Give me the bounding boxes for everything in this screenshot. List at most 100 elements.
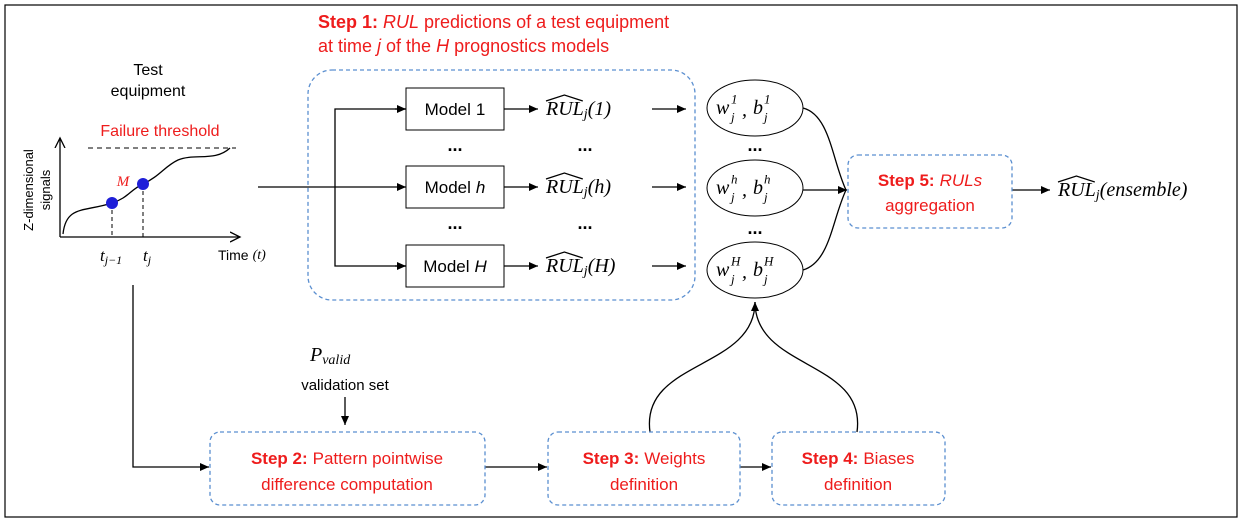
- hat: [545, 251, 583, 259]
- step-title-part: Weights: [644, 449, 705, 468]
- x-label-part: (t): [253, 248, 267, 263]
- hat: [1057, 175, 1096, 183]
- time-tick-part: t: [100, 246, 106, 265]
- step-title-part: difference computation: [261, 475, 433, 494]
- step1-title-part: at time: [318, 36, 372, 56]
- equipment-title-part: equipment: [111, 83, 186, 100]
- step-box: [547, 431, 741, 506]
- weight-node: [706, 79, 804, 137]
- bias-sup: 1: [764, 92, 771, 107]
- step5-box: [847, 154, 1013, 229]
- model-name-part: 1: [476, 100, 485, 119]
- rul-output: RUL: [545, 255, 584, 277]
- rul-output-rest-part: (h): [588, 176, 612, 198]
- weight-sep: ,: [742, 261, 747, 283]
- x-label-part: Time: [218, 247, 249, 263]
- bias: b: [753, 177, 763, 199]
- weight-sub: j: [729, 272, 735, 287]
- threshold-label: Failure threshold: [100, 123, 219, 140]
- step-title-part: definition: [824, 475, 892, 494]
- hat: [545, 94, 583, 102]
- rul-ensemble-rest-part: j: [1094, 188, 1100, 203]
- model-name: Model h: [425, 178, 486, 197]
- model-box: [405, 244, 505, 288]
- step-box: [209, 431, 486, 506]
- y-label-part: signals: [38, 169, 53, 210]
- rul-output-rest-part: (1): [588, 98, 612, 120]
- step5-title: aggregation: [885, 196, 975, 215]
- ellipsis: ...: [747, 135, 762, 155]
- time-tick: tj−1: [100, 246, 122, 268]
- step1-title-part: RUL: [383, 12, 419, 32]
- rul-output: RUL: [545, 176, 584, 198]
- rul-output-rest: j(1): [582, 98, 612, 122]
- model-box: [405, 165, 505, 209]
- bias-sup: h: [764, 172, 771, 187]
- model-name-part: h: [476, 178, 485, 197]
- model-name: Model 1: [425, 100, 486, 119]
- step-box: [771, 431, 946, 506]
- validation-symbol: Pvalid: [309, 344, 351, 368]
- rul-ensemble-rest-part: (ensemble): [1100, 179, 1188, 201]
- step-title-part: Step 3:: [583, 449, 640, 468]
- step1-title-part: predictions of a test equipment: [424, 12, 669, 32]
- time-tick-part: t: [143, 246, 149, 265]
- step-title-part: definition: [610, 475, 678, 494]
- ellipsis: ...: [577, 213, 592, 233]
- model-name-part: Model: [425, 100, 471, 119]
- rul-output: RUL: [545, 98, 584, 120]
- weight-node: [706, 241, 804, 299]
- step-title: Step 3: Weights: [583, 449, 706, 468]
- step1-title-part: j: [374, 36, 382, 56]
- step-title-part: Pattern pointwise: [313, 449, 443, 468]
- time-tick: tj: [143, 246, 152, 268]
- equipment-title-part: Test: [133, 62, 163, 79]
- threshold-label-part: Failure threshold: [100, 123, 219, 140]
- point-label-part: M: [116, 174, 131, 190]
- validation-symbol-part: valid: [322, 353, 351, 368]
- ellipsis: ...: [577, 135, 592, 155]
- x-label: Time (t): [218, 247, 266, 263]
- weight-sup: 1: [731, 92, 738, 107]
- rul-ensemble: RUL: [1057, 179, 1096, 201]
- rul-output-rest: j(h): [582, 176, 612, 200]
- step-title: difference computation: [261, 475, 433, 494]
- step-title: Step 2: Pattern pointwise: [251, 449, 443, 468]
- rul-output-rest-part: j: [582, 185, 588, 200]
- ellipsis: ...: [447, 213, 462, 233]
- bias: b: [753, 259, 763, 281]
- weight-node: [706, 159, 804, 217]
- validation-label-part: validation set: [301, 377, 389, 394]
- step-title: definition: [610, 475, 678, 494]
- step1-box: [307, 69, 696, 301]
- signal-chart: [60, 138, 240, 237]
- bias: b: [753, 97, 763, 119]
- ellipsis: ...: [747, 218, 762, 238]
- step5-title-part: aggregation: [885, 196, 975, 215]
- time-tick-part: j−1: [103, 253, 122, 267]
- step5-title: Step 5: RULs: [878, 171, 983, 190]
- y-label-part: Z-dimensional: [21, 149, 36, 231]
- weight-sup: h: [731, 172, 738, 187]
- rul-output-rest-part: j: [582, 107, 588, 122]
- step1-title-part: prognostics models: [454, 36, 609, 56]
- step1-title-part: Step 1:: [318, 12, 378, 32]
- rul-output-rest: j(H): [582, 255, 616, 279]
- point: [106, 197, 118, 209]
- equipment-title: Test: [133, 62, 163, 79]
- step-title-part: Step 2:: [251, 449, 308, 468]
- weight: w: [716, 97, 730, 119]
- ellipsis: ...: [447, 135, 462, 155]
- signal-curve: [62, 147, 231, 235]
- point: [137, 178, 149, 190]
- validation-symbol-part: P: [309, 344, 322, 366]
- point-label: M: [116, 174, 131, 190]
- bias-sub: j: [762, 272, 768, 287]
- weight-sub: j: [729, 190, 735, 205]
- step1-title-part: H: [436, 36, 450, 56]
- rul-output-rest-part: (H): [588, 255, 616, 277]
- model-box: [405, 87, 505, 131]
- weight: w: [716, 259, 730, 281]
- step5-title-part: RULs: [940, 171, 983, 190]
